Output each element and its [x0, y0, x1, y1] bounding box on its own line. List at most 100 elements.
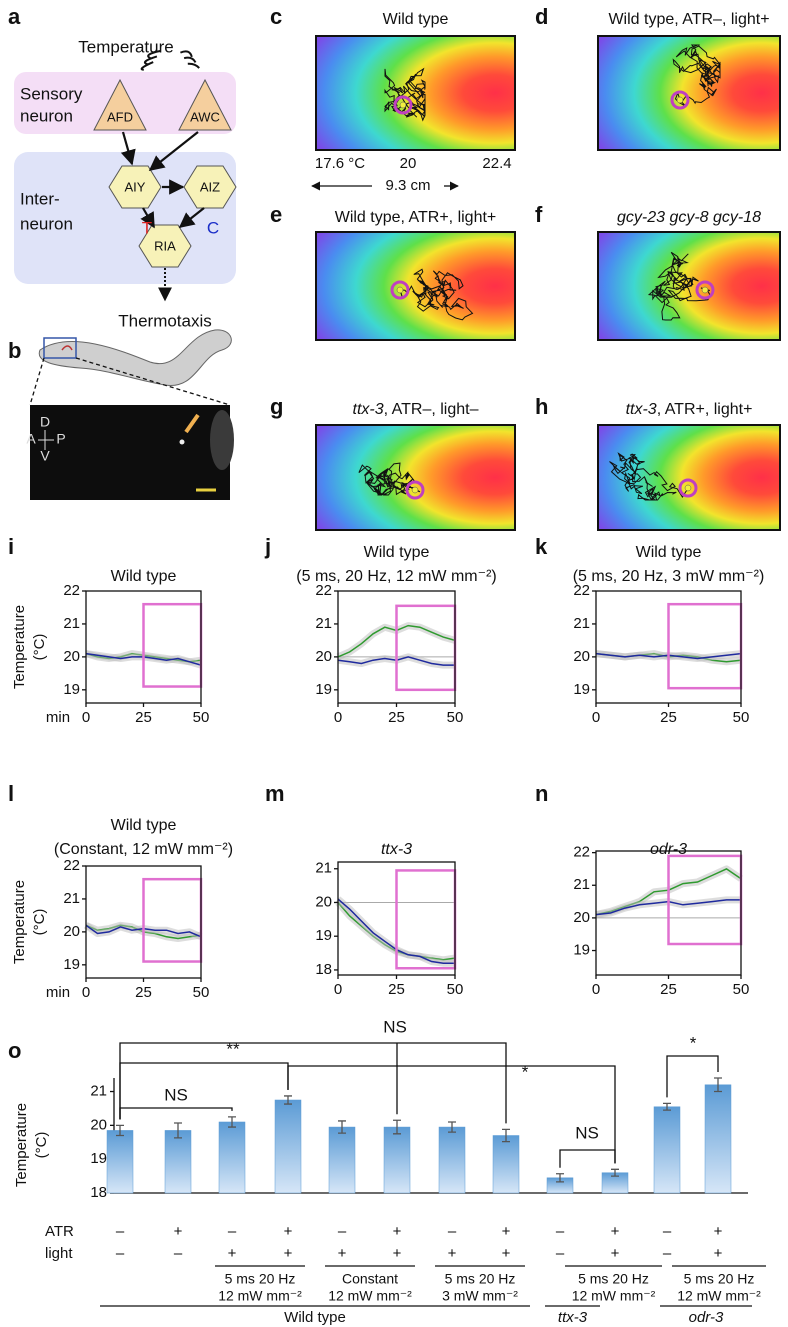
neuron-label: AFD [107, 109, 133, 124]
y-tick-label: 20 [573, 648, 590, 665]
y-tick-label: 19 [573, 681, 590, 698]
bar [653, 1106, 681, 1194]
significance-bracket [287, 1065, 616, 1164]
bar [438, 1126, 466, 1194]
error-bar [393, 1119, 401, 1135]
panel-label: a [8, 4, 21, 29]
panel-label: l [8, 781, 14, 806]
map-title: Wild type, ATR–, light+ [608, 11, 769, 28]
trajectory [399, 268, 474, 321]
start-point [676, 96, 684, 104]
analysis-window [142, 877, 203, 963]
y-tick-label: 19 [315, 927, 332, 944]
y-tick-label: 21 [573, 876, 590, 893]
significance-label: NS [164, 1085, 188, 1104]
y-tick-label: 21 [63, 615, 80, 632]
neuron-label: AIY [125, 179, 146, 194]
significance-label: * [690, 1033, 697, 1052]
x-tick-label: 0 [592, 981, 600, 998]
panel-label: n [535, 781, 548, 806]
start-point [399, 101, 407, 109]
neuron-label: RIA [154, 238, 176, 253]
x-tick-label: 50 [447, 981, 464, 998]
panel-label: k [535, 534, 548, 559]
x-tick-label: 0 [334, 709, 342, 726]
interneuron [183, 165, 237, 209]
row-sign: + [714, 1245, 723, 1262]
analysis-window [667, 602, 743, 690]
x-tick-label: 25 [660, 981, 677, 998]
panel-label: b [8, 338, 21, 363]
title-genotype: gcy-23 gcy-8 gcy-18 [617, 209, 761, 226]
x-tick-label: 50 [733, 981, 750, 998]
start-ring [695, 280, 715, 300]
orientation-label: A [26, 431, 36, 447]
bar [106, 1130, 134, 1194]
chart-title: (Constant, 12 mW mm⁻²) [54, 841, 233, 858]
temperature-wave [180, 50, 193, 58]
y-tick-label: 22 [315, 582, 332, 599]
stimulus-label: Temperature [78, 37, 173, 56]
panel-label: j [264, 534, 271, 559]
sensory-neuron [178, 78, 232, 131]
y-tick-label: 18 [315, 961, 332, 978]
condition-label: 12 mW mm⁻² [572, 1288, 656, 1304]
title-condition: Wild type [383, 11, 449, 28]
title-condition: , ATR+, light+ [657, 401, 753, 418]
row-sign: – [448, 1223, 457, 1240]
y-tick-label: 20 [315, 893, 332, 910]
genotype-label: ttx-3 [558, 1309, 588, 1326]
y-axis-label: (°C) [31, 909, 48, 936]
analysis-window [395, 604, 457, 692]
y-tick-label: 21 [315, 615, 332, 632]
error-bar [338, 1120, 346, 1134]
row-label: ATR [45, 1223, 74, 1240]
error-bar [663, 1102, 671, 1111]
group-label: neuron [20, 106, 73, 125]
temperature-map [315, 424, 516, 531]
significance-label: ** [226, 1039, 240, 1058]
connection-arrow [178, 207, 205, 228]
y-tick-label: 21 [90, 1082, 107, 1099]
x-tick-label: 25 [135, 984, 152, 1001]
row-sign: + [393, 1245, 402, 1262]
y-tick-label: 18 [90, 1184, 107, 1201]
y-tick-label: 20 [315, 648, 332, 665]
worm [38, 329, 232, 386]
row-sign: + [502, 1245, 511, 1262]
output-label: Thermotaxis [118, 311, 212, 330]
error-bar [714, 1077, 722, 1093]
title-condition: , ATR–, light– [384, 401, 479, 418]
condition-label: 5 ms 20 Hz [578, 1271, 649, 1287]
row-sign: – [556, 1245, 565, 1262]
row-label: light [45, 1245, 73, 1262]
row-sign: – [663, 1245, 672, 1262]
start-ring [670, 90, 690, 110]
error-bar [284, 1095, 292, 1105]
error-bar [174, 1122, 182, 1139]
neuron-label: AIZ [200, 179, 220, 194]
x-tick-label: 50 [193, 709, 210, 726]
condition-label: 5 ms 20 Hz [225, 1271, 296, 1287]
y-tick-label: 19 [315, 681, 332, 698]
error-bar [556, 1173, 564, 1183]
y-axis-label: (°C) [31, 634, 48, 661]
scale-label: 22.4 [482, 155, 511, 172]
neuron-label: AWC [190, 109, 220, 124]
interneuron [108, 165, 162, 209]
start-point [396, 286, 404, 294]
row-sign: + [448, 1245, 457, 1262]
temperature-wave [140, 61, 154, 71]
x-axis-label: min [46, 709, 70, 726]
row-sign: – [174, 1245, 183, 1262]
row-sign: + [611, 1223, 620, 1240]
y-tick-label: 22 [573, 844, 590, 861]
orientation-label: P [56, 431, 65, 447]
neuron-sketch [61, 345, 73, 351]
row-sign: – [663, 1223, 672, 1240]
map-title: ttx-3, ATR–, light– [353, 401, 479, 418]
significance-bracket [559, 1149, 616, 1168]
y-tick-label: 20 [63, 923, 80, 940]
chart-title: Wild type [111, 817, 177, 834]
panel-label: m [265, 781, 285, 806]
